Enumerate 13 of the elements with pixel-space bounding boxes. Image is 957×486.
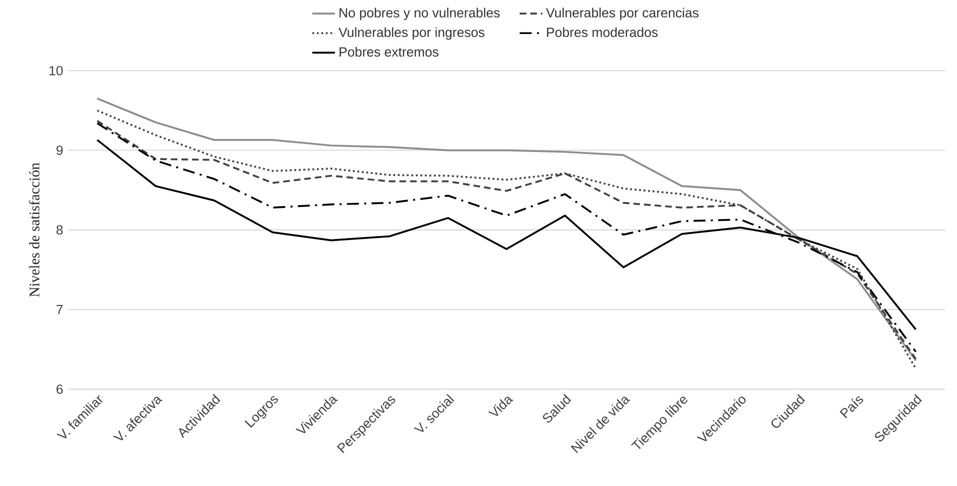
y-tick-label: 6 [56, 384, 63, 394]
legend-label: Vulnerables por carencias [546, 8, 698, 20]
legend-label: Vulnerables por ingresos [338, 27, 484, 40]
y-tick-label: 9 [56, 145, 63, 155]
legend-label: No pobres y no vulnerables [340, 8, 500, 20]
x-tick-label: País [840, 396, 864, 418]
legend-label: Pobres moderados [547, 27, 658, 37]
y-axis-title: Niveles de satisfacción [28, 162, 40, 297]
y-tick-label: 10 [50, 66, 63, 76]
legend-label: Pobres extremos [340, 46, 438, 56]
y-tick-label: 8 [56, 224, 63, 234]
x-tick-label: Vida [488, 396, 514, 416]
y-tick-label: 7 [56, 304, 63, 314]
